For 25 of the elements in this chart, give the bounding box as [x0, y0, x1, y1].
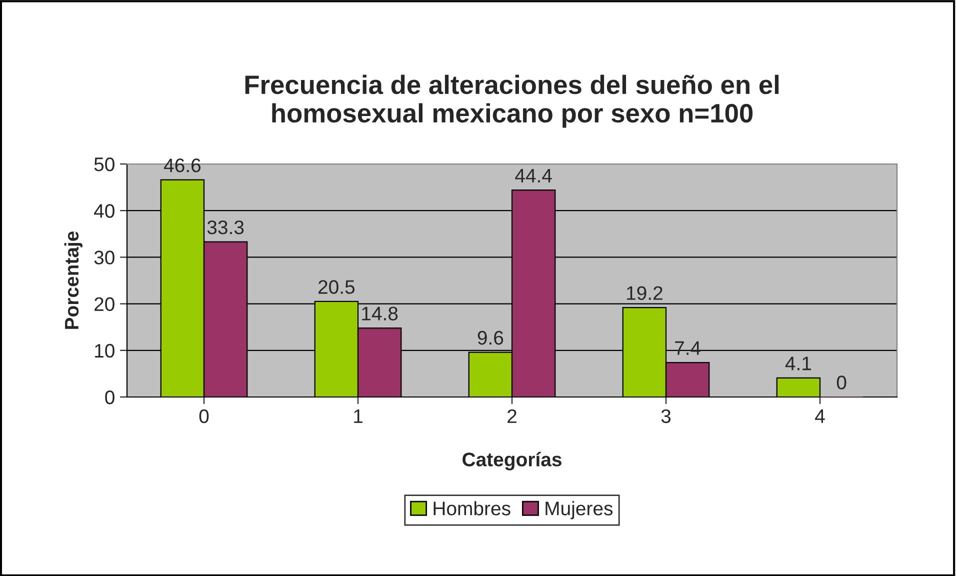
x-tick-label: 0 — [199, 409, 209, 424]
data-label: 33.3 — [207, 220, 244, 234]
y-tick-label: 0 — [105, 390, 114, 404]
legend-label: Hombres — [434, 501, 510, 516]
y-axis-title: Porcentaje — [64, 231, 82, 329]
y-tick-label: 30 — [94, 250, 114, 264]
y-tick-label: 10 — [95, 344, 114, 358]
data-label: 4.1 — [785, 356, 812, 370]
chart-title: Frecuencia de alteraciones del sueño en el homosexual mexicano por sexo n=100 — [245, 74, 779, 128]
data-label: 14.8 — [362, 306, 398, 320]
x-tick-label: 3 — [661, 409, 671, 424]
y-tick-label: 50 — [94, 157, 114, 172]
data-label: 0 — [836, 376, 846, 390]
data-label: 9.6 — [478, 330, 504, 345]
data-label: 44.4 — [515, 168, 552, 182]
data-label: 20.5 — [318, 280, 355, 294]
data-label: 46.6 — [164, 158, 201, 172]
x-axis-title: Categorías — [462, 452, 562, 470]
y-tick-label: 20 — [94, 297, 114, 312]
x-tick-label: 1 — [354, 410, 362, 423]
legend-label: Mujeres — [546, 501, 613, 520]
y-tick-label: 40 — [94, 204, 114, 218]
x-tick-label: 4 — [815, 410, 825, 423]
data-label: 19.2 — [627, 286, 662, 300]
x-tick-label: 2 — [508, 409, 516, 423]
